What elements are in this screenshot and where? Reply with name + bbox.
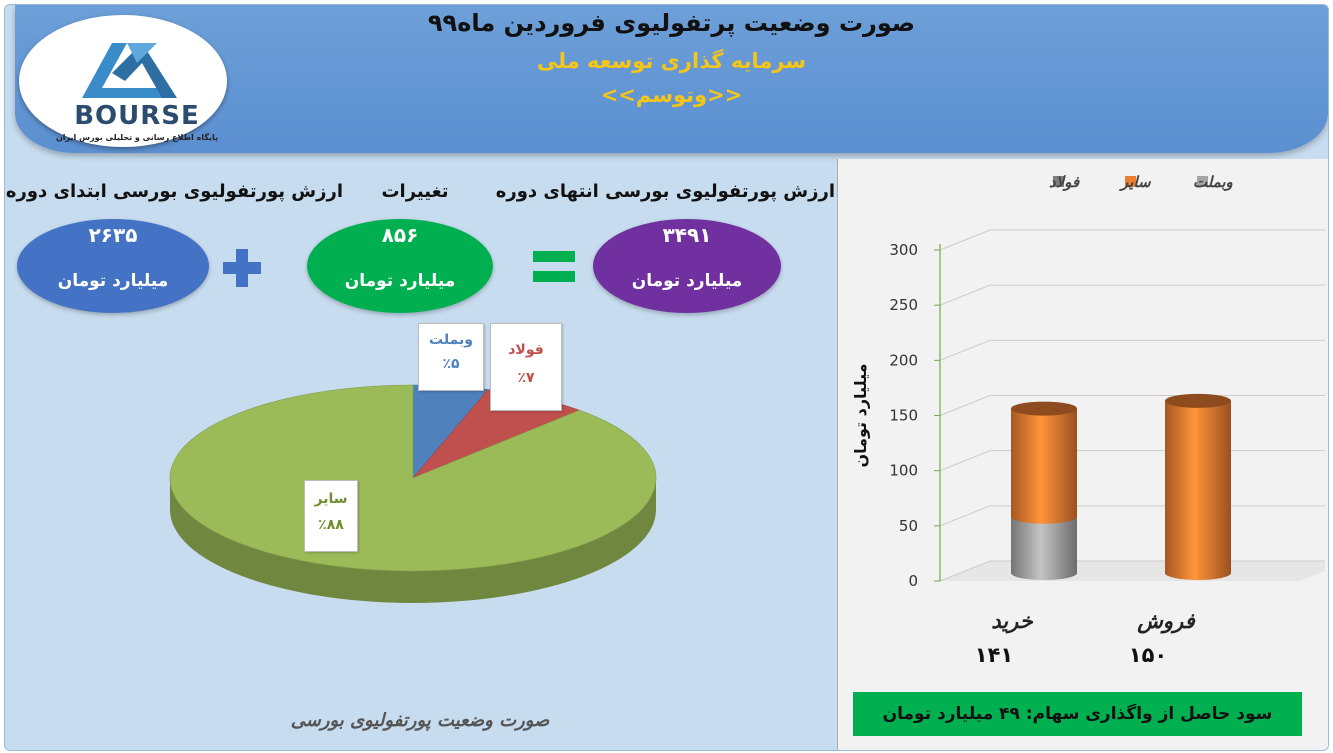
slide-frame: صورت وضعیت پرتفولیوی فروردین ماه۹۹ سرمای… [4,4,1329,751]
company-name: سرمایه گذاری توسعه ملی [536,49,807,73]
legend-label-1: سایر [1119,173,1152,191]
x-category-label-0: خرید [991,609,1033,634]
pie-label-vbmelat-pct: ٪۵ [442,356,460,372]
bar-chart: 0 50 100 150 200 250 300 میلیارد تومان وبملت سایر… [851,173,1325,667]
start-value-label: ارزش پورتفولیوی بورسی ابتدای دوره [5,181,343,202]
gridline-1 [939,505,1325,527]
pie-side-2 [170,478,656,603]
header-banner: صورت وضعیت پرتفولیوی فروردین ماه۹۹ سرمای… [15,5,1328,153]
legend-swatch-0 [1197,176,1208,187]
logo-tagline: پایگاه اطلاع رسانی و تحلیلی بورس ایران [55,133,219,142]
y-tick-label-6: 300 [889,241,918,259]
y-tick-label-2: 100 [889,462,918,480]
y-tick-label-5: 250 [889,296,918,314]
pie-slice-2 [169,384,657,572]
footer-caption: صورت وضعیت پورتفولیوی بورسی [290,710,550,731]
equals-icon [533,251,575,282]
x-category-label-1: فروش [1136,609,1195,634]
x-category-total-1: ۱۵۰ [1129,643,1167,667]
ticker-symbol: <<وتوسم>> [600,83,743,107]
plus-icon [223,249,261,287]
pie-label-vbmelat: وبملت ٪۵ [418,323,484,391]
x-category-total-0: ۱۴۱ [975,643,1013,667]
y-tick-label-0: 0 [908,572,918,590]
end-value-label: ارزش پورتفولیوی بورسی انتهای دوره [495,181,835,202]
logo-wordmark: BOURSE [74,101,200,131]
legend-label-0: وبملت [1193,173,1234,191]
pie-chart [169,384,657,603]
bar-1-series-1 [1165,400,1231,580]
bourse-logo: BOURSE پایگاه اطلاع رسانی و تحلیلی بورس … [19,15,227,147]
profit-banner: سود حاصل از واگذاری سهام: ۴۹ میلیارد توم… [853,692,1302,736]
pie-label-sayer-pct: ٪۸۸ [318,517,344,533]
bourse-logo-mark-icon [82,43,177,98]
y-tick-label-3: 150 [889,407,918,425]
y-tick-label-4: 200 [889,351,918,369]
end-value-unit: میلیارد تومان [631,271,743,291]
pie-label-foolad: فولاد ٪۷ [490,323,562,411]
change-label: تغییرات [381,181,449,202]
start-value-unit: میلیارد تومان [57,271,169,291]
gridline-4 [939,339,1325,361]
legend-swatch-1 [1125,176,1136,187]
bar-1-top [1165,393,1231,408]
start-value-oval: ۲۶۳۵ میلیارد تومان [17,219,209,313]
start-value-number: ۲۶۳۵ [88,223,138,247]
gridline-6 [939,229,1325,251]
pie-label-foolad-pct: ٪۷ [517,370,535,386]
bar-0-top [1011,401,1077,416]
gridline-2 [939,450,1325,472]
change-unit: میلیارد تومان [344,271,456,291]
bar-0-series-1 [1011,408,1077,524]
end-value-oval: ۳۴۹۱ میلیارد تومان [593,219,781,313]
gridline-3 [939,395,1325,416]
change-oval: ۸۵۶ میلیارد تومان [307,219,493,313]
gridline-5 [939,284,1325,306]
pie-label-sayer-name: سایر [314,491,348,507]
page-title: صورت وضعیت پرتفولیوی فروردین ماه۹۹ [427,9,916,37]
pie-label-foolad-name: فولاد [508,342,544,358]
chart-floor [940,561,1325,581]
legend-label-2: فولاد [1049,173,1080,191]
legend-swatch-2 [1053,176,1064,187]
change-number: ۸۵۶ [381,223,419,247]
y-axis-label: میلیارد تومان [851,363,870,467]
bar-0-series-0 [1011,516,1077,580]
end-value-number: ۳۴۹۱ [662,223,712,247]
pie-label-sayer: سایر ٪۸۸ [304,480,358,552]
bar-chart-panel [837,159,1328,750]
pie-label-vbmelat-name: وبملت [429,332,473,348]
y-tick-label-1: 50 [899,517,918,535]
